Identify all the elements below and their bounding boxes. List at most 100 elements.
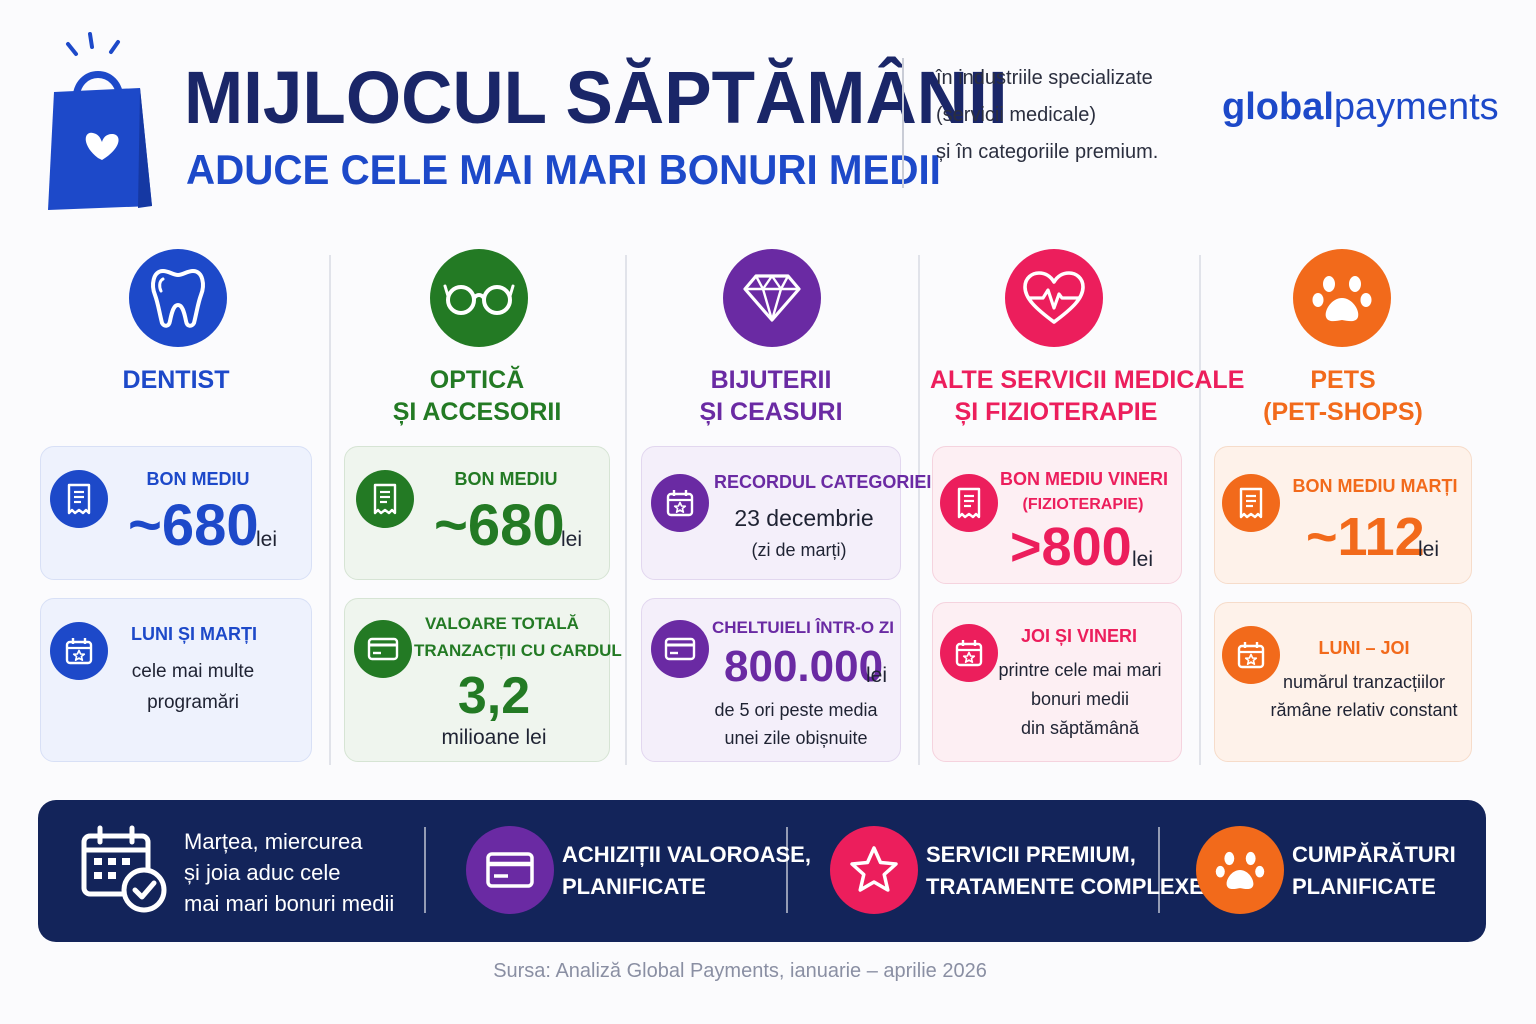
card-label: BON MEDIU (454, 469, 558, 489)
card-label: BON MEDIU (146, 469, 250, 489)
card-text: cele mai multe programări (100, 656, 286, 718)
band-text-line: SERVICII PREMIUM, (926, 842, 1136, 867)
calendar-star-icon (50, 622, 108, 680)
header-side-text: în industriile specializate (servicii me… (936, 60, 1206, 171)
star-icon (830, 826, 918, 914)
card-label-line: TRANZACȚII CU CARDUL (414, 641, 622, 660)
tuesday-ticket-value: ~112 (1306, 507, 1425, 567)
band-text-line: PLANIFICATE (562, 874, 706, 899)
column-divider (918, 255, 920, 765)
card-label: BON MEDIU VINERI (1000, 469, 1169, 489)
band-text: Marțea, miercurea și joia aduc cele mai … (184, 826, 394, 919)
card-label: LUNI ȘI MARȚI (131, 624, 257, 644)
card-text-line: bonuri medii (1030, 689, 1130, 709)
card-label: LUNI – JOI (1318, 638, 1410, 658)
band-divider (1158, 827, 1160, 913)
category-name: DENTIST (40, 364, 312, 396)
calendar-star-icon (940, 624, 998, 682)
category-name-line: ȘI FIZIOTERAPIE (954, 398, 1158, 426)
card-text: numărul tranzacțiilor rămâne relativ con… (1264, 668, 1464, 724)
category-name-line: BIJUTERII (710, 366, 832, 394)
currency-unit: lei (866, 664, 888, 687)
currency-unit: lei (256, 528, 278, 551)
currency-unit: lei (561, 528, 583, 551)
logo-text-bold: global (1222, 86, 1334, 128)
card-text: printre cele mai mari bonuri medii din s… (990, 656, 1170, 743)
friday-ticket-value: >800 (1010, 517, 1132, 577)
receipt-icon (1222, 474, 1280, 532)
category-name: ALTE SERVICII MEDICALE ȘI FIZIOTERAPIE (930, 364, 1245, 428)
column-divider (1199, 255, 1201, 765)
card-label: RECORDUL CATEGORIEI (714, 472, 932, 492)
calendar-star-icon (1222, 626, 1280, 684)
band-divider (786, 827, 788, 913)
paw-icon (1196, 826, 1284, 914)
header-side-line: în industriile specializate (936, 67, 1153, 89)
band-text-line: TRATAMENTE COMPLEXE (926, 874, 1204, 899)
category-name: BIJUTERII ȘI CEASURI (641, 364, 901, 428)
category-name-line: ȘI ACCESORII (392, 398, 562, 426)
logo-text-light: payments (1333, 86, 1499, 128)
card-label-line: VALOARE TOTALĂ (425, 614, 579, 633)
credit-card-icon (354, 620, 412, 678)
avg-ticket-value: ~680 (128, 493, 259, 558)
receipt-icon (940, 474, 998, 532)
page-title: MIJLOCUL SĂPTĂMÂNII (184, 56, 1008, 139)
source-note: Sursa: Analiză Global Payments, ianuarie… (493, 960, 987, 982)
category-name: OPTICĂ ȘI ACCESORII (344, 364, 610, 428)
record-date: 23 decembrie (734, 505, 874, 531)
tooth-icon (129, 249, 227, 347)
card-label: BON MEDIU MARȚI (1292, 476, 1458, 496)
band-text-line: PLANIFICATE (1292, 874, 1436, 899)
calendar-check-icon (80, 824, 170, 914)
daily-spend-value: 800.000 (724, 642, 884, 691)
shopping-bag-heart-icon (40, 30, 160, 220)
category-name-line: ȘI CEASURI (699, 398, 843, 426)
header-divider (902, 58, 904, 188)
category-name-line: ALTE SERVICII MEDICALE (930, 366, 1245, 394)
card-text: de 5 ori peste media unei zile obișnuite (700, 696, 892, 752)
receipt-icon (50, 470, 108, 528)
band-text-line: CUMPĂRĂTURI (1292, 842, 1456, 867)
card-text-line: rămâne relativ constant (1270, 700, 1458, 720)
band-divider (424, 827, 426, 913)
value-unit: milioane lei (441, 726, 547, 749)
page-subtitle: ADUCE CELE MAI MARI BONURI MEDII (186, 146, 941, 193)
diamond-icon (723, 249, 821, 347)
receipt-icon (356, 470, 414, 528)
card-label: JOI ȘI VINERI (1020, 626, 1138, 646)
currency-unit: lei (1418, 538, 1440, 561)
header-side-line: (servicii medicale) (936, 104, 1097, 126)
category-name: PETS (PET-SHOPS) (1214, 364, 1472, 428)
global-payments-logo: globalpayments (1222, 82, 1512, 132)
band-text-line: Marțea, miercurea (184, 829, 363, 854)
avg-ticket-value: ~680 (434, 493, 565, 558)
card-text-line: unei zile obișnuite (724, 728, 868, 748)
busiest-days-card (40, 598, 312, 762)
heart-pulse-icon (1005, 249, 1103, 347)
band-text: ACHIZIȚII VALOROASE, PLANIFICATE (562, 839, 811, 903)
calendar-star-icon (651, 474, 709, 532)
card-text-line: cele mai multe (131, 661, 255, 682)
card-text-line: programări (147, 692, 239, 713)
header-side-line: și în categoriile premium. (936, 141, 1159, 163)
card-label: CHELTUIELI ÎNTR-O ZI (712, 618, 894, 637)
band-text-line: și joia aduc cele (184, 860, 341, 885)
category-name-line: DENTIST (122, 366, 230, 394)
record-note: (zi de marți) (751, 540, 847, 560)
category-name-line: OPTICĂ (429, 366, 525, 394)
card-sublabel: (FIZIOTERAPIE) (1022, 496, 1144, 513)
band-text: SERVICII PREMIUM, TRATAMENTE COMPLEXE (926, 839, 1204, 903)
card-text-line: din săptămână (1020, 718, 1140, 738)
card-text-line: de 5 ori peste media (714, 700, 878, 720)
column-divider (625, 255, 627, 765)
card-transactions-value: 3,2 (457, 667, 531, 725)
band-text-line: mai mari bonuri medii (184, 891, 395, 916)
credit-card-icon (466, 826, 554, 914)
category-name-line: PETS (1310, 366, 1376, 394)
card-text-line: printre cele mai mari (998, 660, 1162, 680)
currency-unit: lei (1132, 548, 1154, 571)
band-text-line: ACHIZIȚII VALOROASE, (562, 842, 811, 867)
paw-icon (1293, 249, 1391, 347)
glasses-icon (430, 249, 528, 347)
